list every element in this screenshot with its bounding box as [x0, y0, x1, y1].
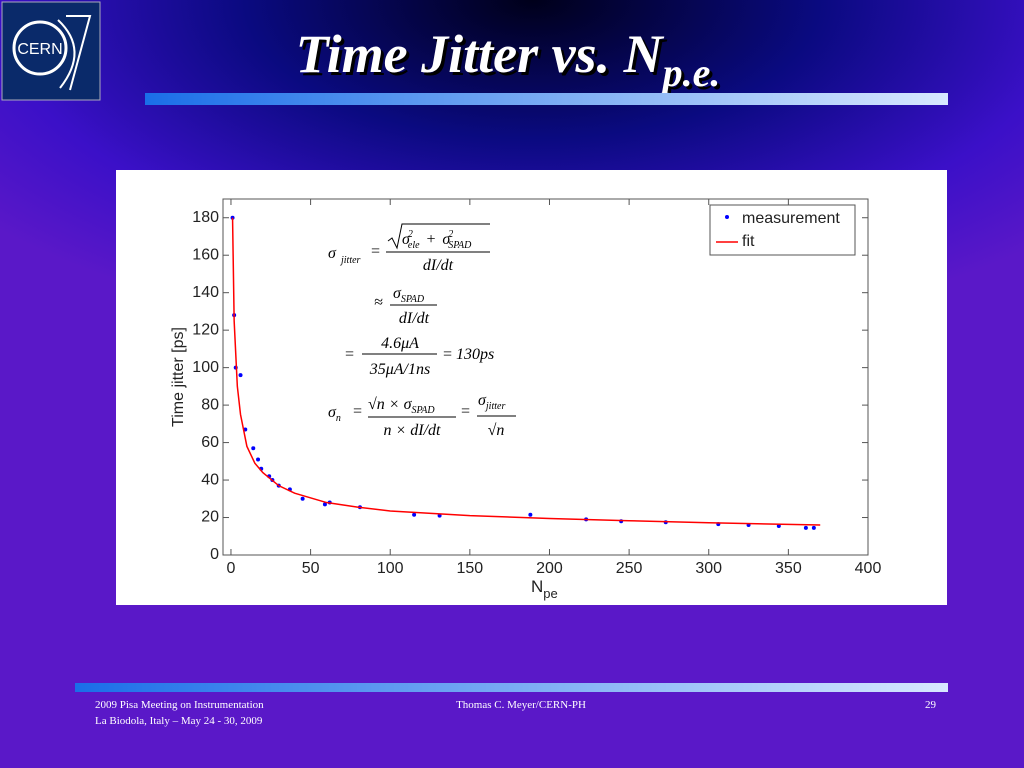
footer-place: La Biodola, Italy – May 24 - 30, 2009 — [95, 715, 263, 727]
logo-ring — [12, 20, 68, 76]
x-tick-label: 300 — [695, 560, 722, 577]
x-tick-label: 250 — [616, 560, 643, 577]
data-point — [776, 523, 781, 528]
eq-text: √n × σSPAD — [368, 396, 435, 416]
data-point — [238, 373, 243, 378]
eq-text: n × dI/dt — [383, 422, 441, 439]
x-tick-label: 50 — [302, 560, 320, 577]
eq-part: σ — [402, 231, 411, 248]
legend-label: fit — [742, 233, 755, 250]
x-tick-label: 200 — [536, 560, 563, 577]
footer-bar — [75, 683, 948, 692]
plot-area — [222, 198, 869, 556]
eq-text: σjitter — [478, 392, 505, 412]
eq-text: dI/dt — [423, 257, 454, 274]
legend-label: measurement — [742, 210, 840, 227]
eq-text: 35μA/1ns — [369, 361, 430, 378]
eq-part: σ — [328, 404, 337, 421]
eq-part: 2 — [408, 229, 413, 240]
y-tick-label: 40 — [201, 471, 219, 488]
data-point — [803, 525, 808, 530]
eq-part: SPAD — [448, 240, 472, 251]
logo-box — [1, 1, 101, 101]
data-point — [811, 525, 816, 530]
eq-part: σ — [442, 231, 451, 248]
eq-part: n — [336, 413, 341, 424]
y-tick-label: 20 — [201, 509, 219, 526]
eq-part: 2 — [448, 229, 453, 240]
y-tick-label: 180 — [192, 209, 219, 226]
x-label-main: N — [531, 577, 543, 596]
eq-part: + — [426, 231, 437, 248]
x-tick-label: 0 — [227, 560, 236, 577]
eq-text: = — [460, 403, 471, 420]
legend-swatch — [725, 215, 729, 219]
eq-part: SPAD — [401, 294, 425, 305]
eq-text: jitter — [339, 255, 361, 266]
y-tick-label: 140 — [192, 284, 219, 301]
data-point — [256, 457, 261, 462]
eq-text: σn — [328, 404, 341, 424]
slide-title: Time Jitter vs. Np.e. — [296, 24, 721, 95]
eq-text: σSPAD — [393, 285, 425, 305]
eq-part: σ — [393, 285, 402, 302]
eq-part: SPAD — [411, 405, 435, 416]
x-tick-label: 150 — [457, 560, 484, 577]
formulas: σ jitter = σ2 ele + σ2 SPAD dI/dt ≈ σSPAD dI… — [328, 223, 516, 439]
page-number: 29 — [925, 699, 937, 711]
eq-text: = — [442, 346, 453, 363]
x-tick-label: 350 — [775, 560, 802, 577]
eq-text: 4.6μA — [381, 335, 419, 352]
logo-text: CERN — [17, 41, 62, 58]
eq-text: σ2 ele + σ2 SPAD — [402, 229, 472, 251]
title-sub: p.e. — [660, 50, 721, 95]
x-label-sub: pe — [543, 586, 557, 601]
eq-text: = — [370, 243, 381, 260]
eq-part: σ — [478, 392, 487, 409]
y-tick-label: 120 — [192, 321, 219, 338]
radical — [387, 223, 490, 250]
data-point — [412, 512, 417, 517]
x-tick-label: 100 — [377, 560, 404, 577]
data-point — [322, 502, 327, 507]
logo-lines — [57, 15, 92, 91]
fit-line — [231, 217, 821, 526]
footer-event: 2009 Pisa Meeting on Instrumentation — [95, 699, 264, 711]
data-point — [528, 512, 533, 517]
title-main: Time Jitter vs. N — [296, 24, 665, 84]
eq-text: = — [352, 403, 363, 420]
eq-part: ele — [408, 240, 420, 251]
x-tick-label: 400 — [855, 560, 882, 577]
eq-text: √n — [488, 422, 505, 439]
legend-box — [709, 204, 856, 256]
eq-text: 130ps — [456, 346, 494, 363]
data-point — [251, 446, 256, 451]
eq-text: ≈ — [374, 294, 383, 311]
y-axis-label: Time jitter [ps] — [170, 327, 187, 427]
x-axis-label: Npe — [531, 577, 558, 601]
eq-text: = — [344, 346, 355, 363]
eq-part: √n × σ — [368, 396, 413, 413]
eq-text: dI/dt — [399, 310, 430, 327]
footer-author: Thomas C. Meyer/CERN-PH — [456, 699, 586, 711]
y-tick-label: 0 — [210, 546, 219, 563]
title-bar — [145, 93, 948, 105]
y-tick-label: 60 — [201, 434, 219, 451]
y-tick-label: 160 — [192, 246, 219, 263]
data-point — [300, 496, 305, 501]
y-tick-label: 80 — [201, 396, 219, 413]
eq-text: σ — [328, 245, 337, 262]
eq-part: jitter — [484, 401, 506, 412]
y-tick-label: 100 — [192, 359, 219, 376]
